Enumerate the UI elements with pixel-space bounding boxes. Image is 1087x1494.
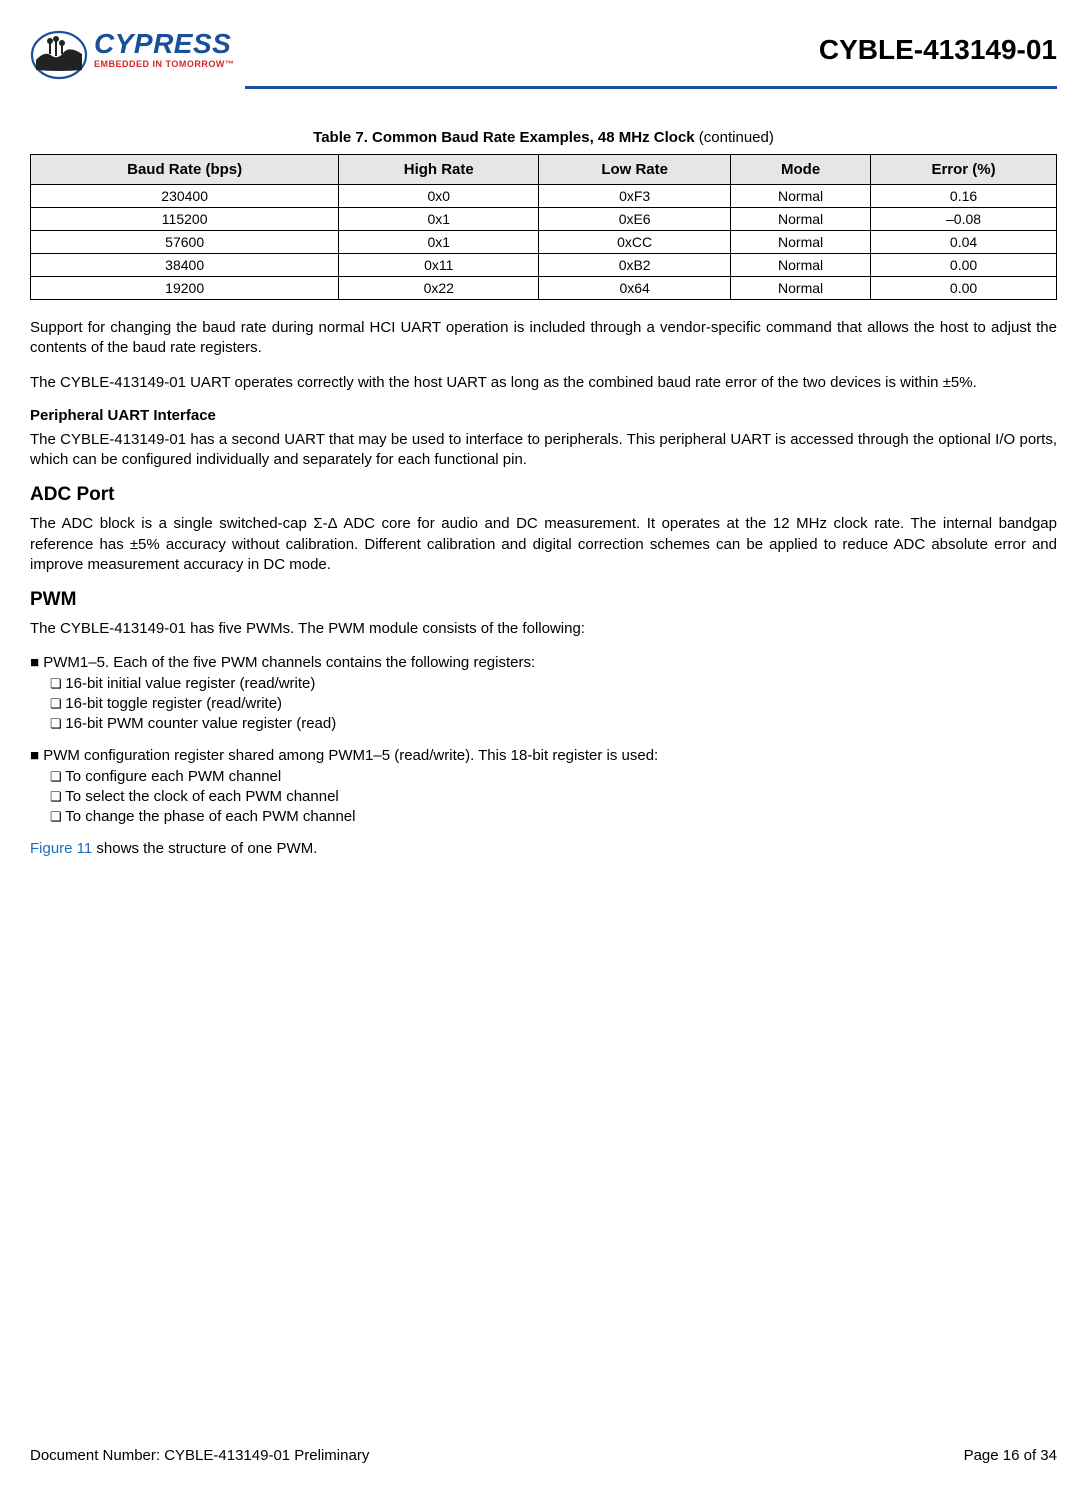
paragraph: The CYBLE-413149-01 UART operates correc… <box>30 373 1057 393</box>
table-cell: 0.16 <box>871 185 1057 208</box>
heading-adc-port: ADC Port <box>30 484 1057 506</box>
col-header: Error (%) <box>871 155 1057 185</box>
table-caption-main: Table 7. Common Baud Rate Examples, 48 M… <box>313 129 695 146</box>
table-cell: 57600 <box>31 231 339 254</box>
document-title: CYBLE-413149-01 <box>819 34 1057 66</box>
table-cell: 0.00 <box>871 277 1057 300</box>
table-cell: 115200 <box>31 208 339 231</box>
table-row: 192000x220x64Normal0.00 <box>31 277 1057 300</box>
table-cell: Normal <box>731 208 871 231</box>
table-cell: 0xE6 <box>539 208 731 231</box>
table-cell: 0x11 <box>339 254 539 277</box>
table-cell: Normal <box>731 185 871 208</box>
pwm-bullet-list-2: PWM configuration register shared among … <box>30 746 1057 827</box>
figure-reference: Figure 11 shows the structure of one PWM… <box>30 839 1057 859</box>
col-header: Low Rate <box>539 155 731 185</box>
table-cell: Normal <box>731 277 871 300</box>
list-subitem: 16-bit initial value register (read/writ… <box>50 674 1057 694</box>
table-cell: 0x1 <box>339 208 539 231</box>
page-header: CYPRESS EMBEDDED IN TOMORROW™ CYBLE-4131… <box>30 30 1057 80</box>
table-cell: Normal <box>731 254 871 277</box>
pwm-bullet-list-1: PWM1–5. Each of the five PWM channels co… <box>30 653 1057 734</box>
col-header: Baud Rate (bps) <box>31 155 339 185</box>
logo-name: CYPRESS <box>94 30 234 58</box>
logo-block: CYPRESS EMBEDDED IN TOMORROW™ <box>30 30 234 80</box>
col-header: Mode <box>731 155 871 185</box>
table-cell: –0.08 <box>871 208 1057 231</box>
list-subitem: 16-bit PWM counter value register (read) <box>50 714 1057 734</box>
table-header-row: Baud Rate (bps) High Rate Low Rate Mode … <box>31 155 1057 185</box>
table-cell: 0x22 <box>339 277 539 300</box>
figure-ref-text: shows the structure of one PWM. <box>92 840 317 857</box>
table-cell: 230400 <box>31 185 339 208</box>
list-item: PWM configuration register shared among … <box>30 746 1057 766</box>
paragraph: The CYBLE-413149-01 has a second UART th… <box>30 430 1057 471</box>
paragraph: The ADC block is a single switched-cap Σ… <box>30 514 1057 575</box>
table-cell: 19200 <box>31 277 339 300</box>
list-item: PWM1–5. Each of the five PWM channels co… <box>30 653 1057 673</box>
table-cell: 0x0 <box>339 185 539 208</box>
table-cell: Normal <box>731 231 871 254</box>
footer-page-number: Page 16 of 34 <box>964 1447 1057 1464</box>
list-subitem: To configure each PWM channel <box>50 767 1057 787</box>
logo-text: CYPRESS EMBEDDED IN TOMORROW™ <box>94 30 234 69</box>
paragraph: Support for changing the baud rate durin… <box>30 318 1057 359</box>
table-cell: 0.00 <box>871 254 1057 277</box>
table-cell: 0xF3 <box>539 185 731 208</box>
footer-doc-number: Document Number: CYBLE-413149-01 Prelimi… <box>30 1447 369 1464</box>
table-row: 384000x110xB2Normal0.00 <box>31 254 1057 277</box>
table-row: 576000x10xCCNormal0.04 <box>31 231 1057 254</box>
table-row: 1152000x10xE6Normal–0.08 <box>31 208 1057 231</box>
col-header: High Rate <box>339 155 539 185</box>
table-cell: 0x64 <box>539 277 731 300</box>
header-rule <box>245 86 1057 89</box>
list-subitem: To change the phase of each PWM channel <box>50 807 1057 827</box>
subheading-peripheral-uart: Peripheral UART Interface <box>30 407 1057 424</box>
table-row: 2304000x00xF3Normal0.16 <box>31 185 1057 208</box>
table-caption-suffix: (continued) <box>695 129 774 146</box>
table-cell: 0x1 <box>339 231 539 254</box>
baud-rate-table: Baud Rate (bps) High Rate Low Rate Mode … <box>30 154 1057 300</box>
table-caption: Table 7. Common Baud Rate Examples, 48 M… <box>30 129 1057 146</box>
table-cell: 0.04 <box>871 231 1057 254</box>
logo-icon <box>30 30 88 80</box>
page-footer: Document Number: CYBLE-413149-01 Prelimi… <box>30 1447 1057 1464</box>
heading-pwm: PWM <box>30 589 1057 611</box>
paragraph: The CYBLE-413149-01 has five PWMs. The P… <box>30 619 1057 639</box>
logo-tagline: EMBEDDED IN TOMORROW™ <box>94 60 234 69</box>
list-subitem: To select the clock of each PWM channel <box>50 787 1057 807</box>
table-cell: 0xB2 <box>539 254 731 277</box>
table-cell: 0xCC <box>539 231 731 254</box>
table-cell: 38400 <box>31 254 339 277</box>
list-subitem: 16-bit toggle register (read/write) <box>50 694 1057 714</box>
figure-link[interactable]: Figure 11 <box>30 840 92 857</box>
